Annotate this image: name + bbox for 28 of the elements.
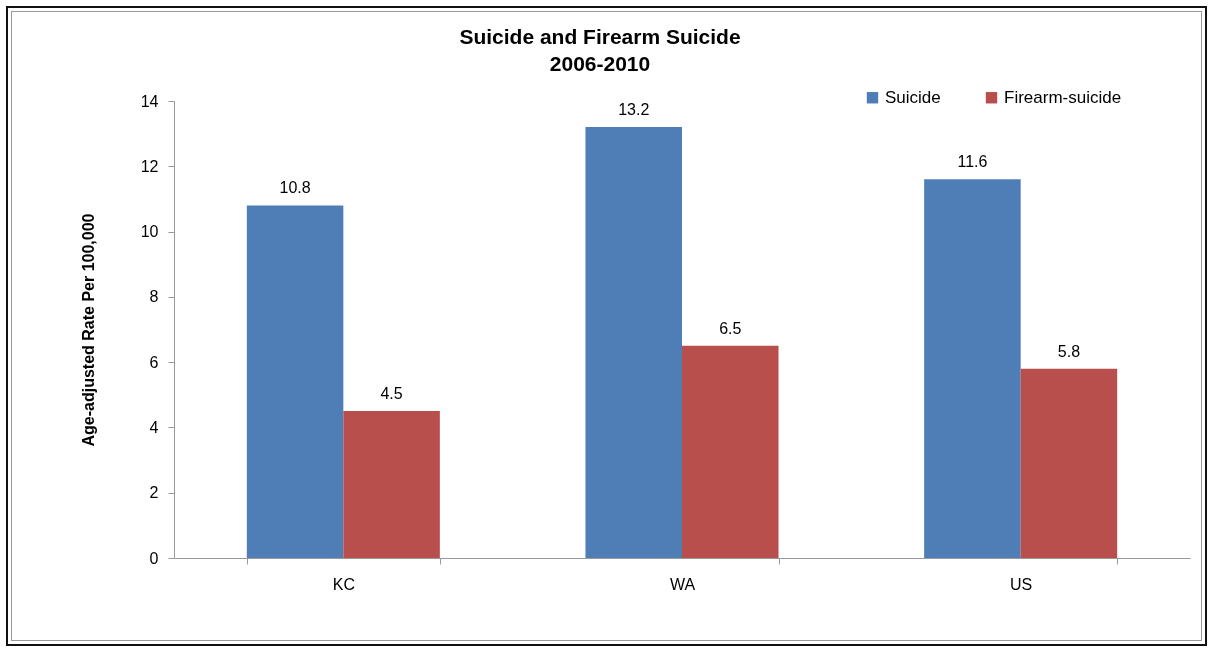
data-label: 11.6 [957, 153, 988, 171]
x-tick-label: KC [332, 575, 355, 593]
data-label: 5.8 [1057, 342, 1081, 360]
data-label: 10.8 [279, 179, 311, 197]
y-tick-label: 10 [140, 223, 159, 241]
y-tick-label: 6 [149, 353, 159, 371]
data-label: 6.5 [719, 319, 742, 337]
y-tick-label: 12 [140, 157, 159, 175]
bar [585, 127, 682, 558]
y-tick-label: 2 [149, 484, 159, 502]
chart-subtitle: 2006-2010 [549, 52, 651, 75]
y-axis-title: Age-adjusted Rate Per 100,000 [79, 213, 97, 447]
y-tick-label: 8 [149, 288, 159, 306]
data-label: 4.5 [380, 385, 403, 403]
y-tick-label: 4 [149, 418, 159, 436]
x-tick-label: WA [669, 575, 696, 593]
data-label: 13.2 [618, 101, 650, 119]
y-tick-label: 14 [140, 92, 159, 110]
bar [1020, 368, 1118, 558]
legend-label: Suicide [885, 87, 941, 107]
bar [343, 411, 440, 558]
chart-title: Suicide and Firearm Suicide [459, 25, 741, 48]
y-tick-label: 0 [149, 549, 159, 567]
bar [924, 179, 1021, 558]
legend-label: Firearm-suicide [1004, 87, 1122, 107]
bar [246, 205, 344, 558]
bar [682, 345, 779, 558]
x-tick-label: US [1010, 575, 1033, 593]
